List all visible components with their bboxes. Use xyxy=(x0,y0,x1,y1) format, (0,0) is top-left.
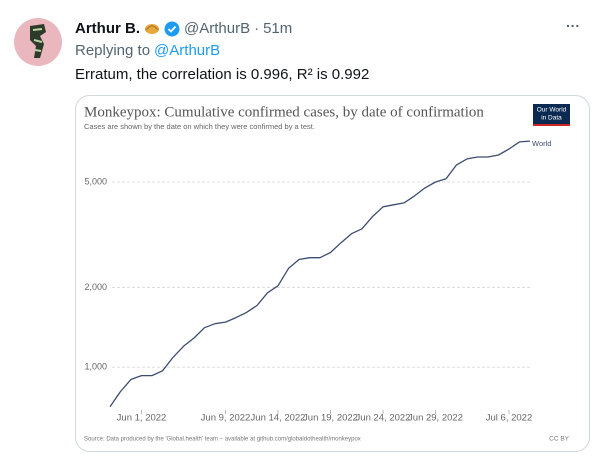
avatar-detail xyxy=(32,28,43,52)
series-label: World xyxy=(532,139,551,148)
media-card[interactable] xyxy=(75,95,590,452)
x-tick-label: Jun 19, 2022 xyxy=(303,413,358,424)
owid-logo-stripe xyxy=(533,124,570,126)
x-tick-label: Jun 9, 2022 xyxy=(201,413,251,424)
chart-source: Source: Data produced by the 'Global.hea… xyxy=(84,437,361,443)
author-handle[interactable]: @ArthurB xyxy=(184,20,250,37)
chart-subtitle: Cases are shown by the date on which the… xyxy=(84,122,315,131)
owid-logo-text: Our World xyxy=(537,107,567,114)
y-tick-label: 5,000 xyxy=(84,176,107,186)
timestamp[interactable]: 51m xyxy=(263,20,292,37)
owid-logo xyxy=(533,104,570,126)
chart-title: Monkeypox: Cumulative confirmed cases, b… xyxy=(84,104,484,120)
verified-check xyxy=(167,25,177,33)
verified-badge xyxy=(164,21,180,37)
y-tick-label: 1,000 xyxy=(84,362,107,372)
author-name[interactable]: Arthur B. xyxy=(75,20,140,37)
more-menu[interactable]: ··· xyxy=(566,18,580,34)
x-tick-label: Jun 29, 2022 xyxy=(408,413,463,424)
avatar[interactable] xyxy=(14,18,62,66)
chart-license: CC BY xyxy=(549,436,570,443)
x-tick-label: Jun 24, 2022 xyxy=(356,413,411,424)
reply-line: Replying to @ArthurB xyxy=(75,42,220,59)
x-tick-label: Jun 14, 2022 xyxy=(251,413,306,424)
owid-logo-text: in Data xyxy=(541,115,562,122)
x-tick-label: Jul 6, 2022 xyxy=(486,413,532,424)
reply-prefix: Replying to xyxy=(75,42,150,59)
reply-handle[interactable]: @ArthurB xyxy=(154,42,220,59)
y-tick-label: 2,000 xyxy=(84,282,107,292)
emoji-icon xyxy=(145,24,159,34)
separator: · xyxy=(254,20,259,37)
handle-line: @ArthurB · 51m xyxy=(184,20,292,37)
emoji-detail xyxy=(145,25,159,31)
series-line xyxy=(109,140,531,408)
x-tick-label: Jun 1, 2022 xyxy=(117,413,167,424)
tweet-text: Erratum, the correlation is 0.996, R² is… xyxy=(75,66,369,83)
